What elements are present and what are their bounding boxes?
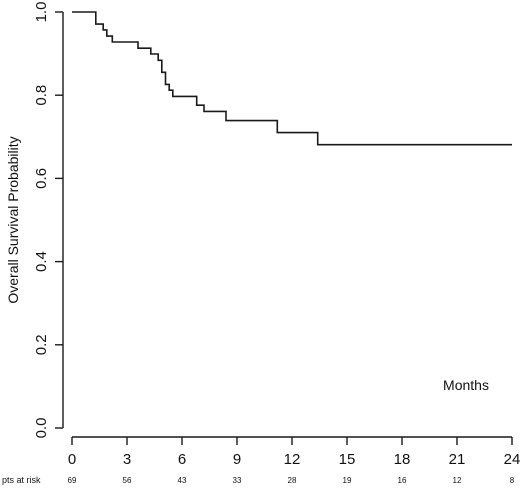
x-tick-label: 6	[178, 451, 186, 468]
risk-count: 43	[178, 476, 187, 485]
risk-count: 8	[510, 476, 515, 485]
risk-count: 19	[343, 476, 352, 485]
y-tick-label: 1.0	[33, 2, 50, 23]
x-tick-label: 12	[284, 451, 301, 468]
y-tick-label: 0.6	[33, 168, 50, 189]
risk-count: 69	[68, 476, 77, 485]
x-ticks: 0 3 6 9 12 15 18 21 24	[68, 437, 520, 468]
x-tick-label: 3	[123, 451, 131, 468]
y-tick-label: 0.0	[33, 418, 50, 439]
survival-curve	[72, 11, 512, 146]
x-tick-label: 9	[233, 451, 241, 468]
risk-count: 16	[398, 476, 407, 485]
y-tick-label: 0.8	[33, 85, 50, 106]
y-axis-label: Overall Survival Probability	[5, 136, 21, 303]
y-tick-label: 0.4	[33, 251, 50, 272]
risk-table-values: 69 56 43 33 28 19 16 12 8	[68, 476, 515, 485]
risk-count: 56	[123, 476, 132, 485]
x-tick-label: 21	[449, 451, 466, 468]
x-tick-label: 0	[68, 451, 76, 468]
x-tick-label: 15	[339, 451, 356, 468]
risk-table-label: pts at risk	[2, 475, 41, 485]
x-tick-label: 24	[504, 451, 520, 468]
risk-count: 28	[288, 476, 297, 485]
x-axis-label: Months	[443, 377, 489, 393]
risk-count: 12	[453, 476, 462, 485]
x-tick-label: 18	[394, 451, 411, 468]
y-tick-label: 0.2	[33, 334, 50, 355]
risk-count: 33	[233, 476, 242, 485]
y-ticks: 0.0 0.2 0.4 0.6 0.8 1.0	[33, 2, 63, 439]
